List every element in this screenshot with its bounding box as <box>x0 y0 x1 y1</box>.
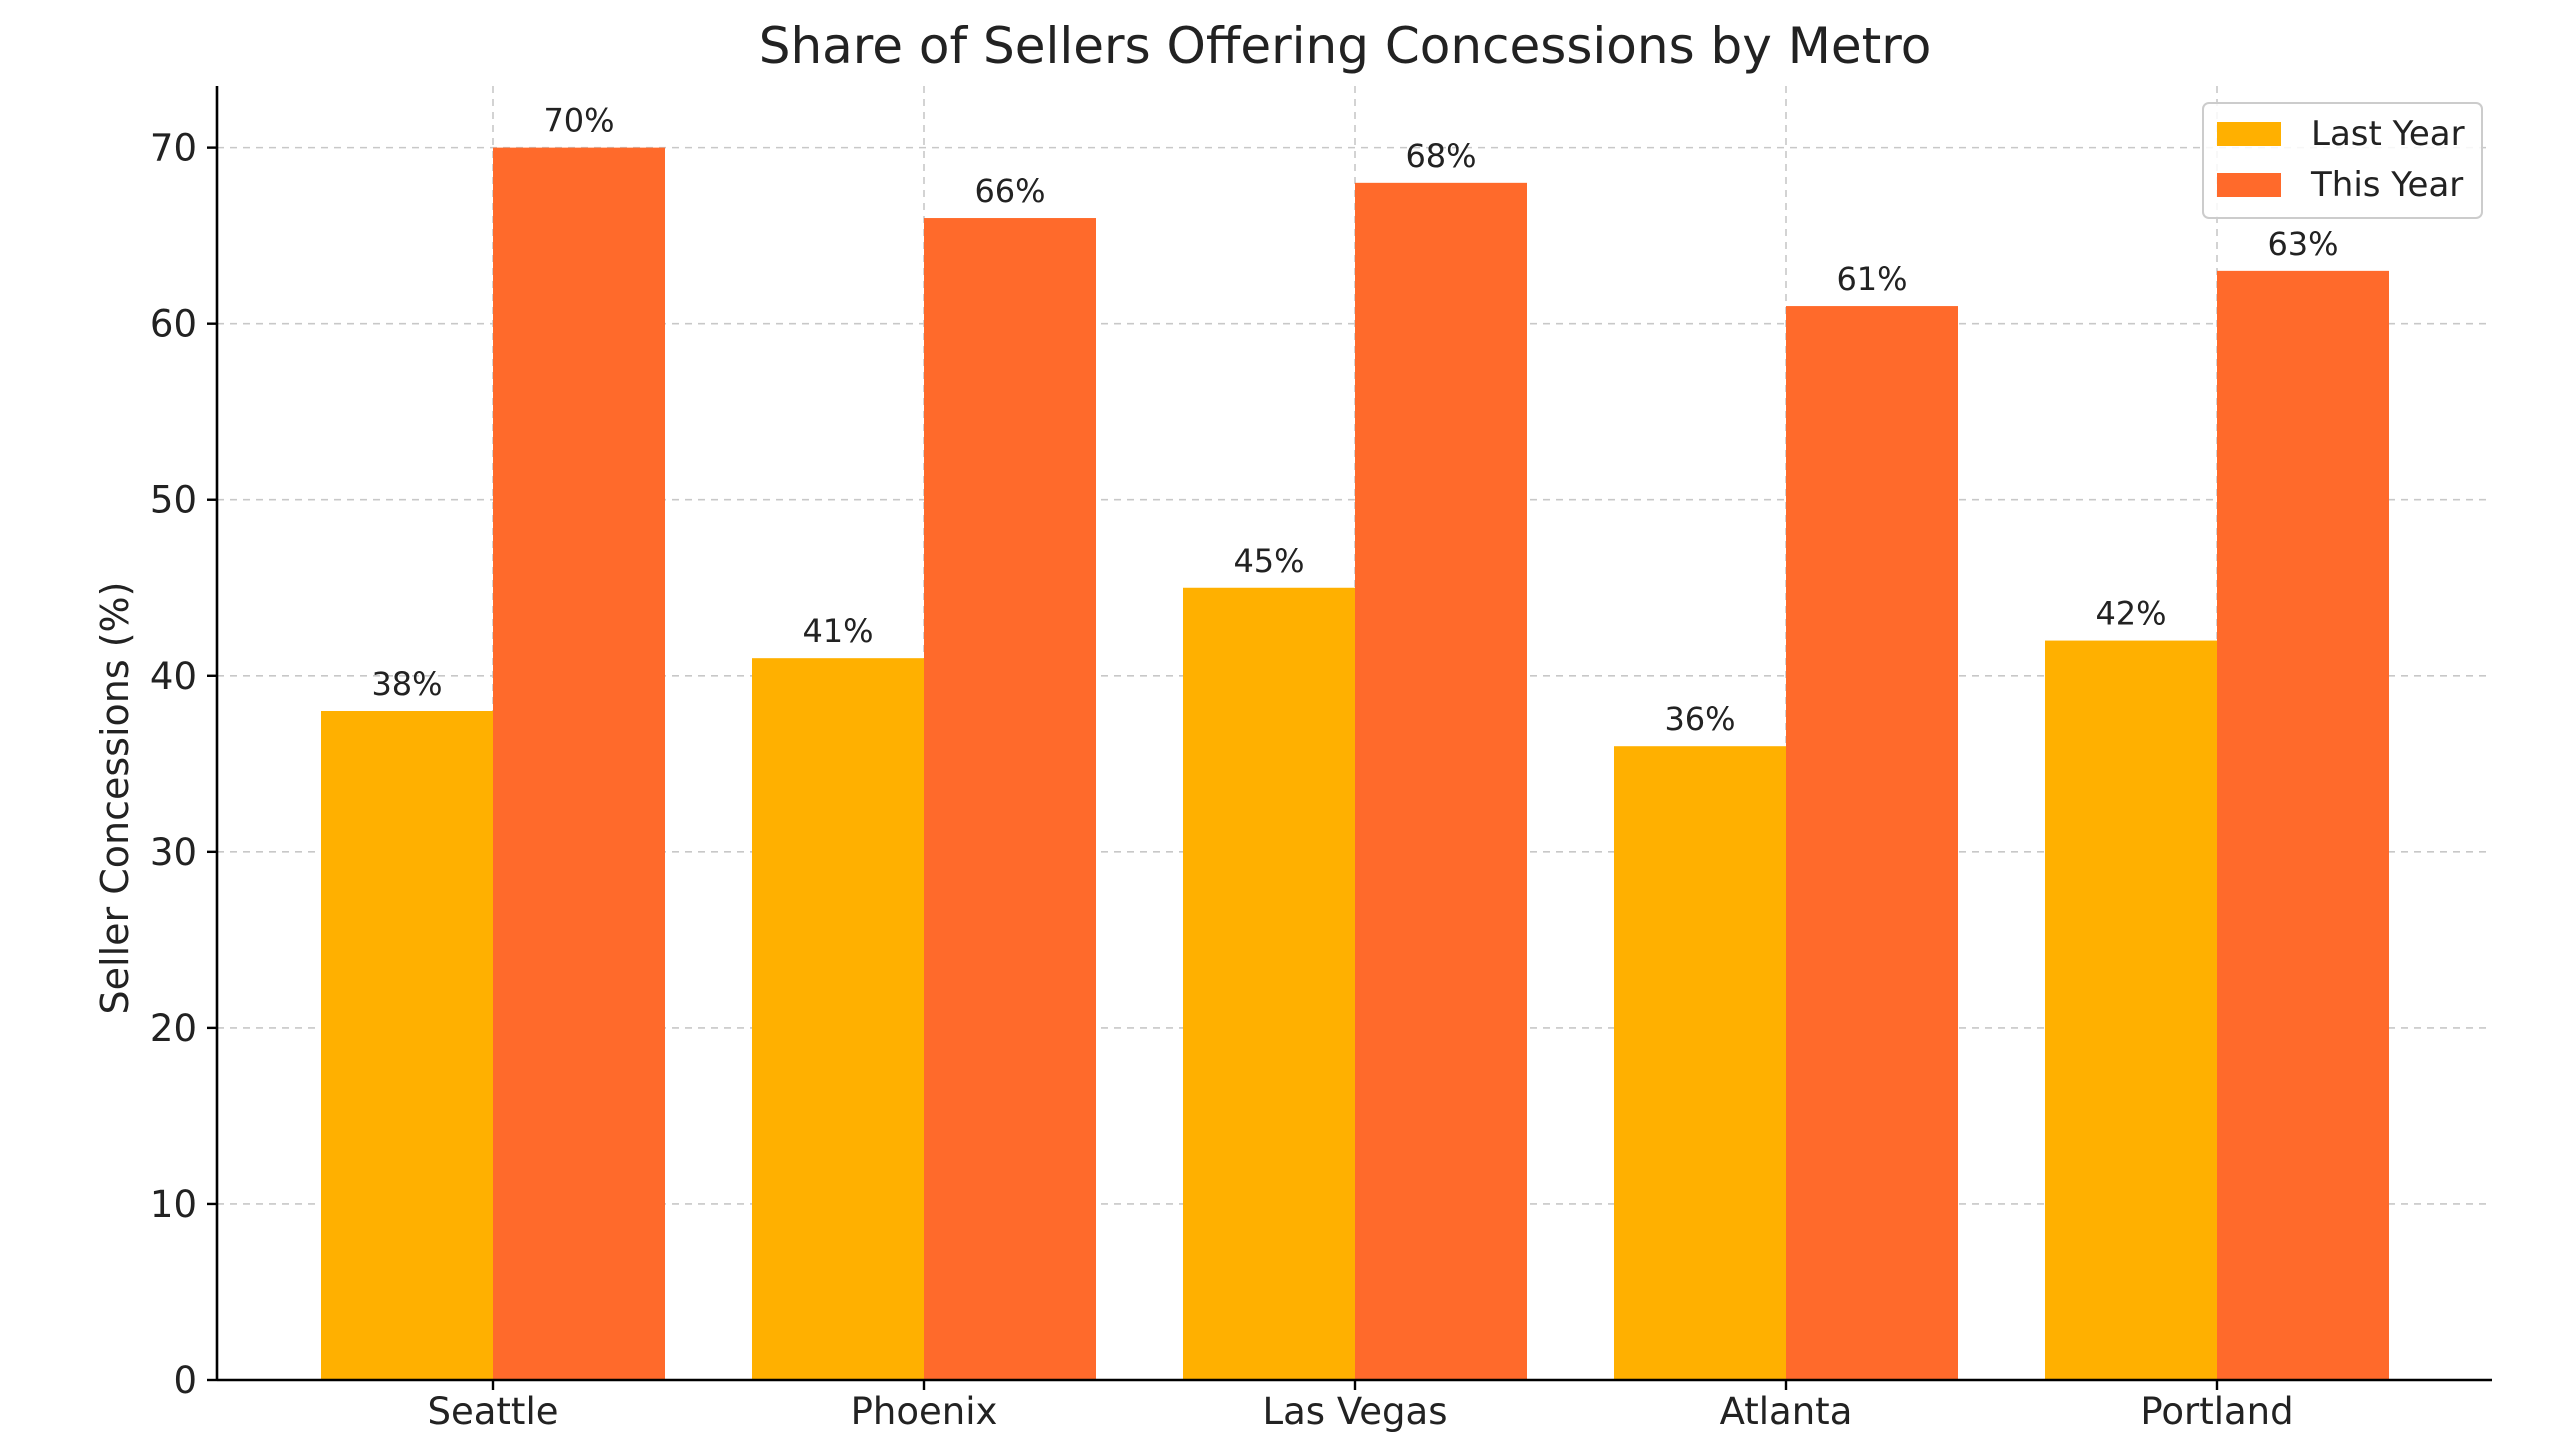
bar-last-year-phoenix <box>752 658 924 1380</box>
legend-swatch <box>2217 122 2281 146</box>
y-axis-label: Seller Concessions (%) <box>93 582 137 1015</box>
bar-last-year-seattle <box>321 710 493 1380</box>
y-tick-label: 0 <box>173 1359 197 1402</box>
axes <box>207 86 2492 1390</box>
x-tick-label: Seattle <box>428 1390 559 1433</box>
y-tick-label: 40 <box>150 655 197 698</box>
y-tick-label: 10 <box>150 1183 197 1226</box>
y-tick-label: 30 <box>150 831 197 874</box>
bar-last-year-portland <box>2045 640 2217 1380</box>
data-label: 45% <box>1233 542 1304 580</box>
data-label: 68% <box>1405 137 1476 175</box>
y-tick-label: 70 <box>150 127 197 170</box>
legend-entry: Last Year <box>2311 114 2465 154</box>
legend-entry: This Year <box>2310 165 2463 205</box>
x-tick-label: Las Vegas <box>1263 1390 1448 1433</box>
data-label: 66% <box>974 172 1045 210</box>
data-label: 38% <box>371 665 442 703</box>
legend-swatch <box>2217 173 2281 197</box>
chart-title: Share of Sellers Offering Concessions by… <box>759 17 1932 75</box>
y-tick-label: 60 <box>150 303 197 346</box>
data-label: 36% <box>1664 700 1735 738</box>
legend: Last Year This Year <box>2202 102 2483 219</box>
x-tick-label: Phoenix <box>851 1390 998 1433</box>
data-labels: 38% 41% 45% 36% 42% 70% 66% 68% 61% 63% <box>371 102 2338 739</box>
data-label: 41% <box>802 612 873 650</box>
bar-this-year-seattle <box>493 147 665 1381</box>
tick-labels: 0 10 20 30 40 50 60 70 Seattle Phoenix Las Vegas At… <box>150 127 2294 1433</box>
bar-this-year-phoenix <box>924 218 1096 1381</box>
y-tick-label: 20 <box>150 1007 197 1050</box>
x-tick-label: Portland <box>2140 1390 2293 1433</box>
data-label: 63% <box>2267 225 2338 263</box>
data-label: 61% <box>1836 260 1907 298</box>
y-tick-label: 50 <box>150 479 197 522</box>
bar-last-year-atlanta <box>1614 746 1786 1380</box>
data-label: 70% <box>543 102 614 140</box>
bar-this-year-atlanta <box>1786 306 1958 1381</box>
data-label: 42% <box>2095 595 2166 633</box>
bar-last-year-las-vegas <box>1183 587 1355 1380</box>
bars <box>321 147 2389 1381</box>
bar-this-year-portland <box>2217 270 2389 1380</box>
bar-this-year-las-vegas <box>1355 182 1527 1380</box>
x-tick-label: Atlanta <box>1720 1390 1853 1433</box>
